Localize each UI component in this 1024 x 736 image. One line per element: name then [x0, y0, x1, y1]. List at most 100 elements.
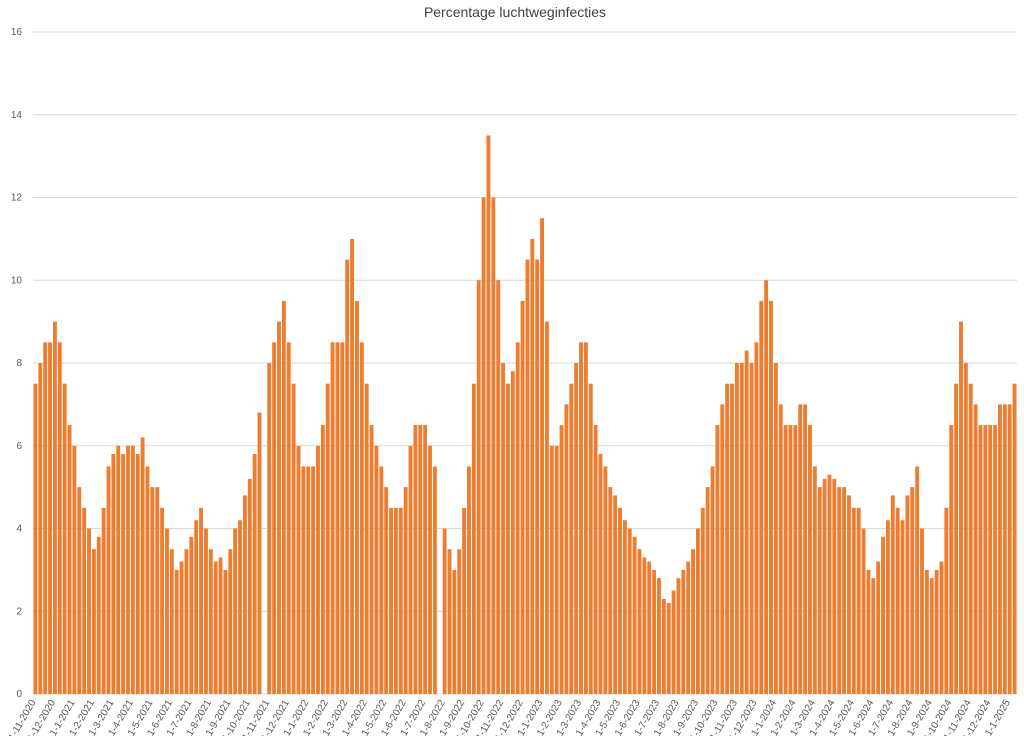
bar [915, 466, 920, 694]
bar [725, 383, 730, 694]
bar [769, 300, 773, 694]
bar [325, 383, 330, 694]
bar [403, 487, 408, 694]
bar [174, 569, 179, 694]
bar [218, 557, 223, 694]
bar [627, 528, 632, 694]
bar [330, 342, 335, 694]
bar [169, 549, 174, 694]
bar [739, 363, 744, 694]
bar [203, 528, 208, 694]
bar [423, 425, 428, 694]
bar [1002, 404, 1007, 694]
bar [150, 487, 155, 694]
bar [715, 425, 720, 694]
bar [837, 487, 842, 694]
bar [38, 363, 43, 694]
bar [929, 578, 934, 694]
bar [705, 487, 710, 694]
bar [734, 363, 739, 694]
bar [959, 321, 963, 694]
bar [48, 342, 52, 694]
bar [695, 528, 700, 694]
bar [754, 342, 759, 694]
bar [520, 300, 525, 694]
bar [920, 528, 924, 694]
bar [871, 578, 876, 694]
y-tick-label: 2 [16, 606, 22, 617]
bar [130, 445, 135, 694]
bar [179, 561, 184, 694]
bar [681, 569, 686, 694]
bar [749, 363, 754, 694]
bar [793, 425, 798, 694]
bar [306, 466, 311, 694]
bar [471, 383, 476, 694]
bar [91, 549, 96, 694]
bar [944, 507, 949, 694]
bar [988, 425, 993, 694]
bar [632, 536, 637, 694]
bar [82, 507, 87, 694]
bar [106, 466, 111, 694]
bar [72, 445, 77, 694]
bar [67, 425, 72, 694]
y-tick-label: 0 [16, 689, 22, 700]
bar [939, 561, 944, 694]
bar [96, 536, 101, 694]
bar [428, 445, 432, 694]
bar [564, 404, 569, 694]
bar [389, 507, 393, 694]
bar [340, 342, 345, 694]
bar [452, 569, 457, 694]
bar [686, 561, 691, 694]
bar [199, 507, 204, 694]
y-tick-label: 14 [11, 110, 23, 121]
bar [77, 487, 82, 694]
bar [827, 474, 832, 694]
bar [579, 342, 583, 694]
bar [598, 454, 603, 694]
bar [949, 425, 954, 694]
bar [272, 342, 277, 694]
bar [973, 404, 978, 694]
bar [671, 590, 676, 694]
bar [145, 466, 150, 694]
bar [657, 578, 661, 694]
bar [700, 507, 705, 694]
bar [676, 578, 681, 694]
bar [866, 569, 871, 694]
bar [968, 383, 973, 694]
bar [559, 425, 564, 694]
bar [286, 342, 291, 694]
bar [447, 549, 452, 694]
bar [764, 280, 769, 694]
bar [252, 454, 257, 694]
bar [954, 383, 959, 694]
bar [569, 383, 574, 694]
bar [861, 528, 866, 694]
bar [140, 437, 145, 694]
bar [223, 569, 228, 694]
bar [856, 507, 861, 694]
bar [62, 383, 67, 694]
bar [666, 602, 671, 694]
bar [549, 445, 554, 694]
bar [311, 466, 316, 694]
y-tick-label: 16 [11, 27, 23, 38]
bar [730, 383, 734, 694]
bar [111, 454, 116, 694]
bar [895, 507, 900, 694]
bar [910, 487, 915, 694]
bar [588, 383, 593, 694]
bar [506, 383, 510, 694]
bar [998, 404, 1002, 694]
y-tick-label: 6 [16, 441, 22, 452]
bar [846, 495, 851, 694]
bar [885, 520, 890, 694]
bar [817, 487, 822, 694]
bar [155, 487, 160, 694]
bar [924, 569, 929, 694]
bar [783, 425, 788, 694]
bar [43, 342, 48, 694]
